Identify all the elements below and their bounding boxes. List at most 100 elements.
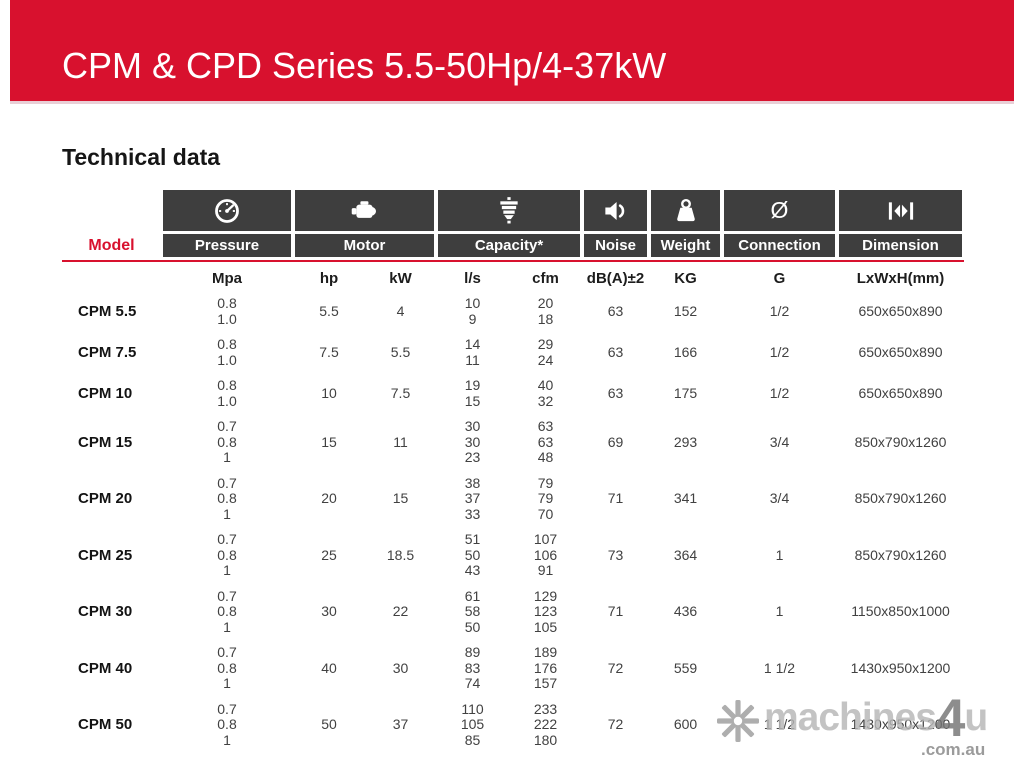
dimension-cell: 650x650x890 [858, 343, 943, 360]
engine-icon [295, 190, 434, 231]
dimension-cell: 850x790x1260 [854, 546, 947, 563]
noise-cell: 72 [607, 659, 624, 676]
column-header-connection: Connection [724, 234, 835, 257]
column-header-capacity: Capacity* [438, 234, 580, 257]
weight-cell: 166 [673, 343, 698, 360]
unit-hp: hp [319, 270, 339, 287]
noise-cell: 69 [607, 433, 624, 450]
dimension-cell: 850x790x1260 [854, 490, 947, 506]
noise-cell: 73 [607, 546, 624, 563]
column-header-noise: Noise [584, 234, 647, 257]
weight-cell: 152 [673, 302, 698, 319]
unit-ls: l/s [464, 270, 481, 287]
weight-cell: 364 [673, 546, 698, 563]
connection-cell: 1 1/2 [763, 716, 796, 732]
cfm-cell: 189 176 157 [533, 644, 558, 691]
hp-cell: 5.5 [319, 302, 339, 319]
hp-cell: 7.5 [319, 343, 339, 360]
hp-cell: 40 [321, 659, 337, 676]
dimension-cell: 1150x850x1000 [851, 603, 950, 619]
kw-cell: 4 [396, 302, 405, 319]
noise-cell: 71 [607, 603, 624, 619]
ls-cell: 89 83 74 [464, 644, 481, 691]
pressure-cell: 0.7 0.8 1 [217, 587, 237, 635]
unit-model-spacer [62, 266, 161, 291]
ls-cell: 19 15 [464, 377, 481, 409]
weight-cell: 600 [673, 716, 698, 732]
model-cell: CPM 50 [78, 716, 133, 733]
dimension-cell: 850x790x1260 [854, 433, 947, 450]
unit-dba: dB(A)±2 [586, 270, 645, 287]
kw-cell: 15 [392, 490, 409, 506]
watermark-brand-suffix: u [964, 696, 988, 739]
model-cell: CPM 7.5 [78, 343, 137, 361]
connection-cell: 3/4 [769, 490, 790, 506]
table-row: CPM 25 0.7 0.8 1 25 18.5 51 50 43 107 10… [62, 527, 964, 584]
kw-cell: 18.5 [386, 546, 415, 563]
column-header-weight: Weight [651, 234, 720, 257]
table-units-row: Mpa hp kW l/s cfm dB(A)±2 KG G LxWxH(mm) [62, 266, 964, 291]
connection-cell: 3/4 [769, 433, 790, 450]
noise-cell: 63 [607, 302, 624, 319]
ls-cell: 38 37 33 [464, 474, 481, 522]
pressure-gauge-icon [163, 190, 291, 231]
unit-mpa: Mpa [212, 270, 242, 287]
hp-cell: 10 [321, 384, 337, 401]
cfm-cell: 233 222 180 [533, 700, 558, 748]
unit-lwh: LxWxH(mm) [856, 270, 945, 287]
noise-cell: 63 [607, 384, 624, 401]
table-header-icons: Ø [62, 190, 964, 231]
pressure-cell: 0.7 0.8 1 [217, 700, 237, 748]
hp-cell: 25 [321, 546, 337, 563]
weight-cell: 175 [673, 384, 698, 401]
watermark-brand-number: 4 [935, 689, 966, 748]
cfm-cell: 20 18 [537, 295, 554, 327]
column-header-motor: Motor [295, 234, 434, 257]
noise-cell: 71 [607, 490, 624, 506]
model-column-spacer [62, 190, 161, 231]
cfm-cell: 79 79 70 [537, 474, 554, 522]
table-row: CPM 7.5 0.8 1.0 7.5 5.5 14 11 29 24 63 1… [62, 332, 964, 373]
connection-cell: 1/2 [769, 384, 790, 401]
noise-cell: 72 [607, 716, 624, 732]
air-filter-icon [438, 190, 580, 231]
dimension-cell: 1430x950x1200 [850, 716, 951, 732]
table-row: CPM 15 0.7 0.8 1 15 11 30 30 23 63 63 48… [62, 414, 964, 471]
cfm-cell: 107 106 91 [533, 531, 558, 578]
diameter-icon: Ø [724, 190, 835, 231]
technical-data-table: Ø Model Pressure Motor Capacity* Noise W… [62, 190, 964, 753]
watermark-domain: .com.au [920, 740, 986, 759]
table-row: CPM 5.5 0.8 1.0 5.5 4 10 9 20 18 63 152 … [62, 291, 964, 332]
hp-cell: 20 [321, 490, 337, 506]
weight-icon [651, 190, 720, 231]
kw-cell: 37 [392, 716, 409, 732]
watermark-text: machines4u .com.au [764, 689, 988, 759]
pressure-cell: 0.7 0.8 1 [217, 644, 237, 691]
width-measure-icon [839, 190, 962, 231]
ls-cell: 61 58 50 [464, 587, 481, 635]
table-row: CPM 10 0.8 1.0 10 7.5 19 15 40 32 63 175… [62, 373, 964, 414]
table-body: CPM 5.5 0.8 1.0 5.5 4 10 9 20 18 63 152 … [62, 291, 964, 753]
ls-cell: 10 9 [464, 295, 481, 327]
unit-cfm: cfm [532, 270, 559, 287]
connection-cell: 1/2 [769, 302, 790, 319]
hp-cell: 30 [321, 603, 337, 619]
page-title: CPM & CPD Series 5.5-50Hp/4-37kW [62, 45, 667, 86]
table-header-labels: Model Pressure Motor Capacity* Noise Wei… [62, 234, 964, 257]
weight-cell: 293 [673, 433, 698, 450]
connection-cell: 1 [775, 546, 784, 563]
kw-cell: 5.5 [390, 343, 411, 360]
dimension-cell: 650x650x890 [858, 302, 943, 319]
watermark-brand-prefix: machines [764, 696, 937, 739]
unit-g: G [773, 270, 786, 287]
weight-cell: 559 [673, 659, 698, 676]
ls-cell: 14 11 [464, 336, 481, 368]
column-header-dimension: Dimension [839, 234, 962, 257]
title-bar: CPM & CPD Series 5.5-50Hp/4-37kW [10, 0, 1014, 104]
model-cell: CPM 20 [78, 490, 133, 507]
header-divider [62, 260, 964, 262]
kw-cell: 11 [393, 433, 408, 450]
weight-cell: 436 [673, 603, 698, 619]
machines4u-logo-icon [717, 700, 759, 742]
